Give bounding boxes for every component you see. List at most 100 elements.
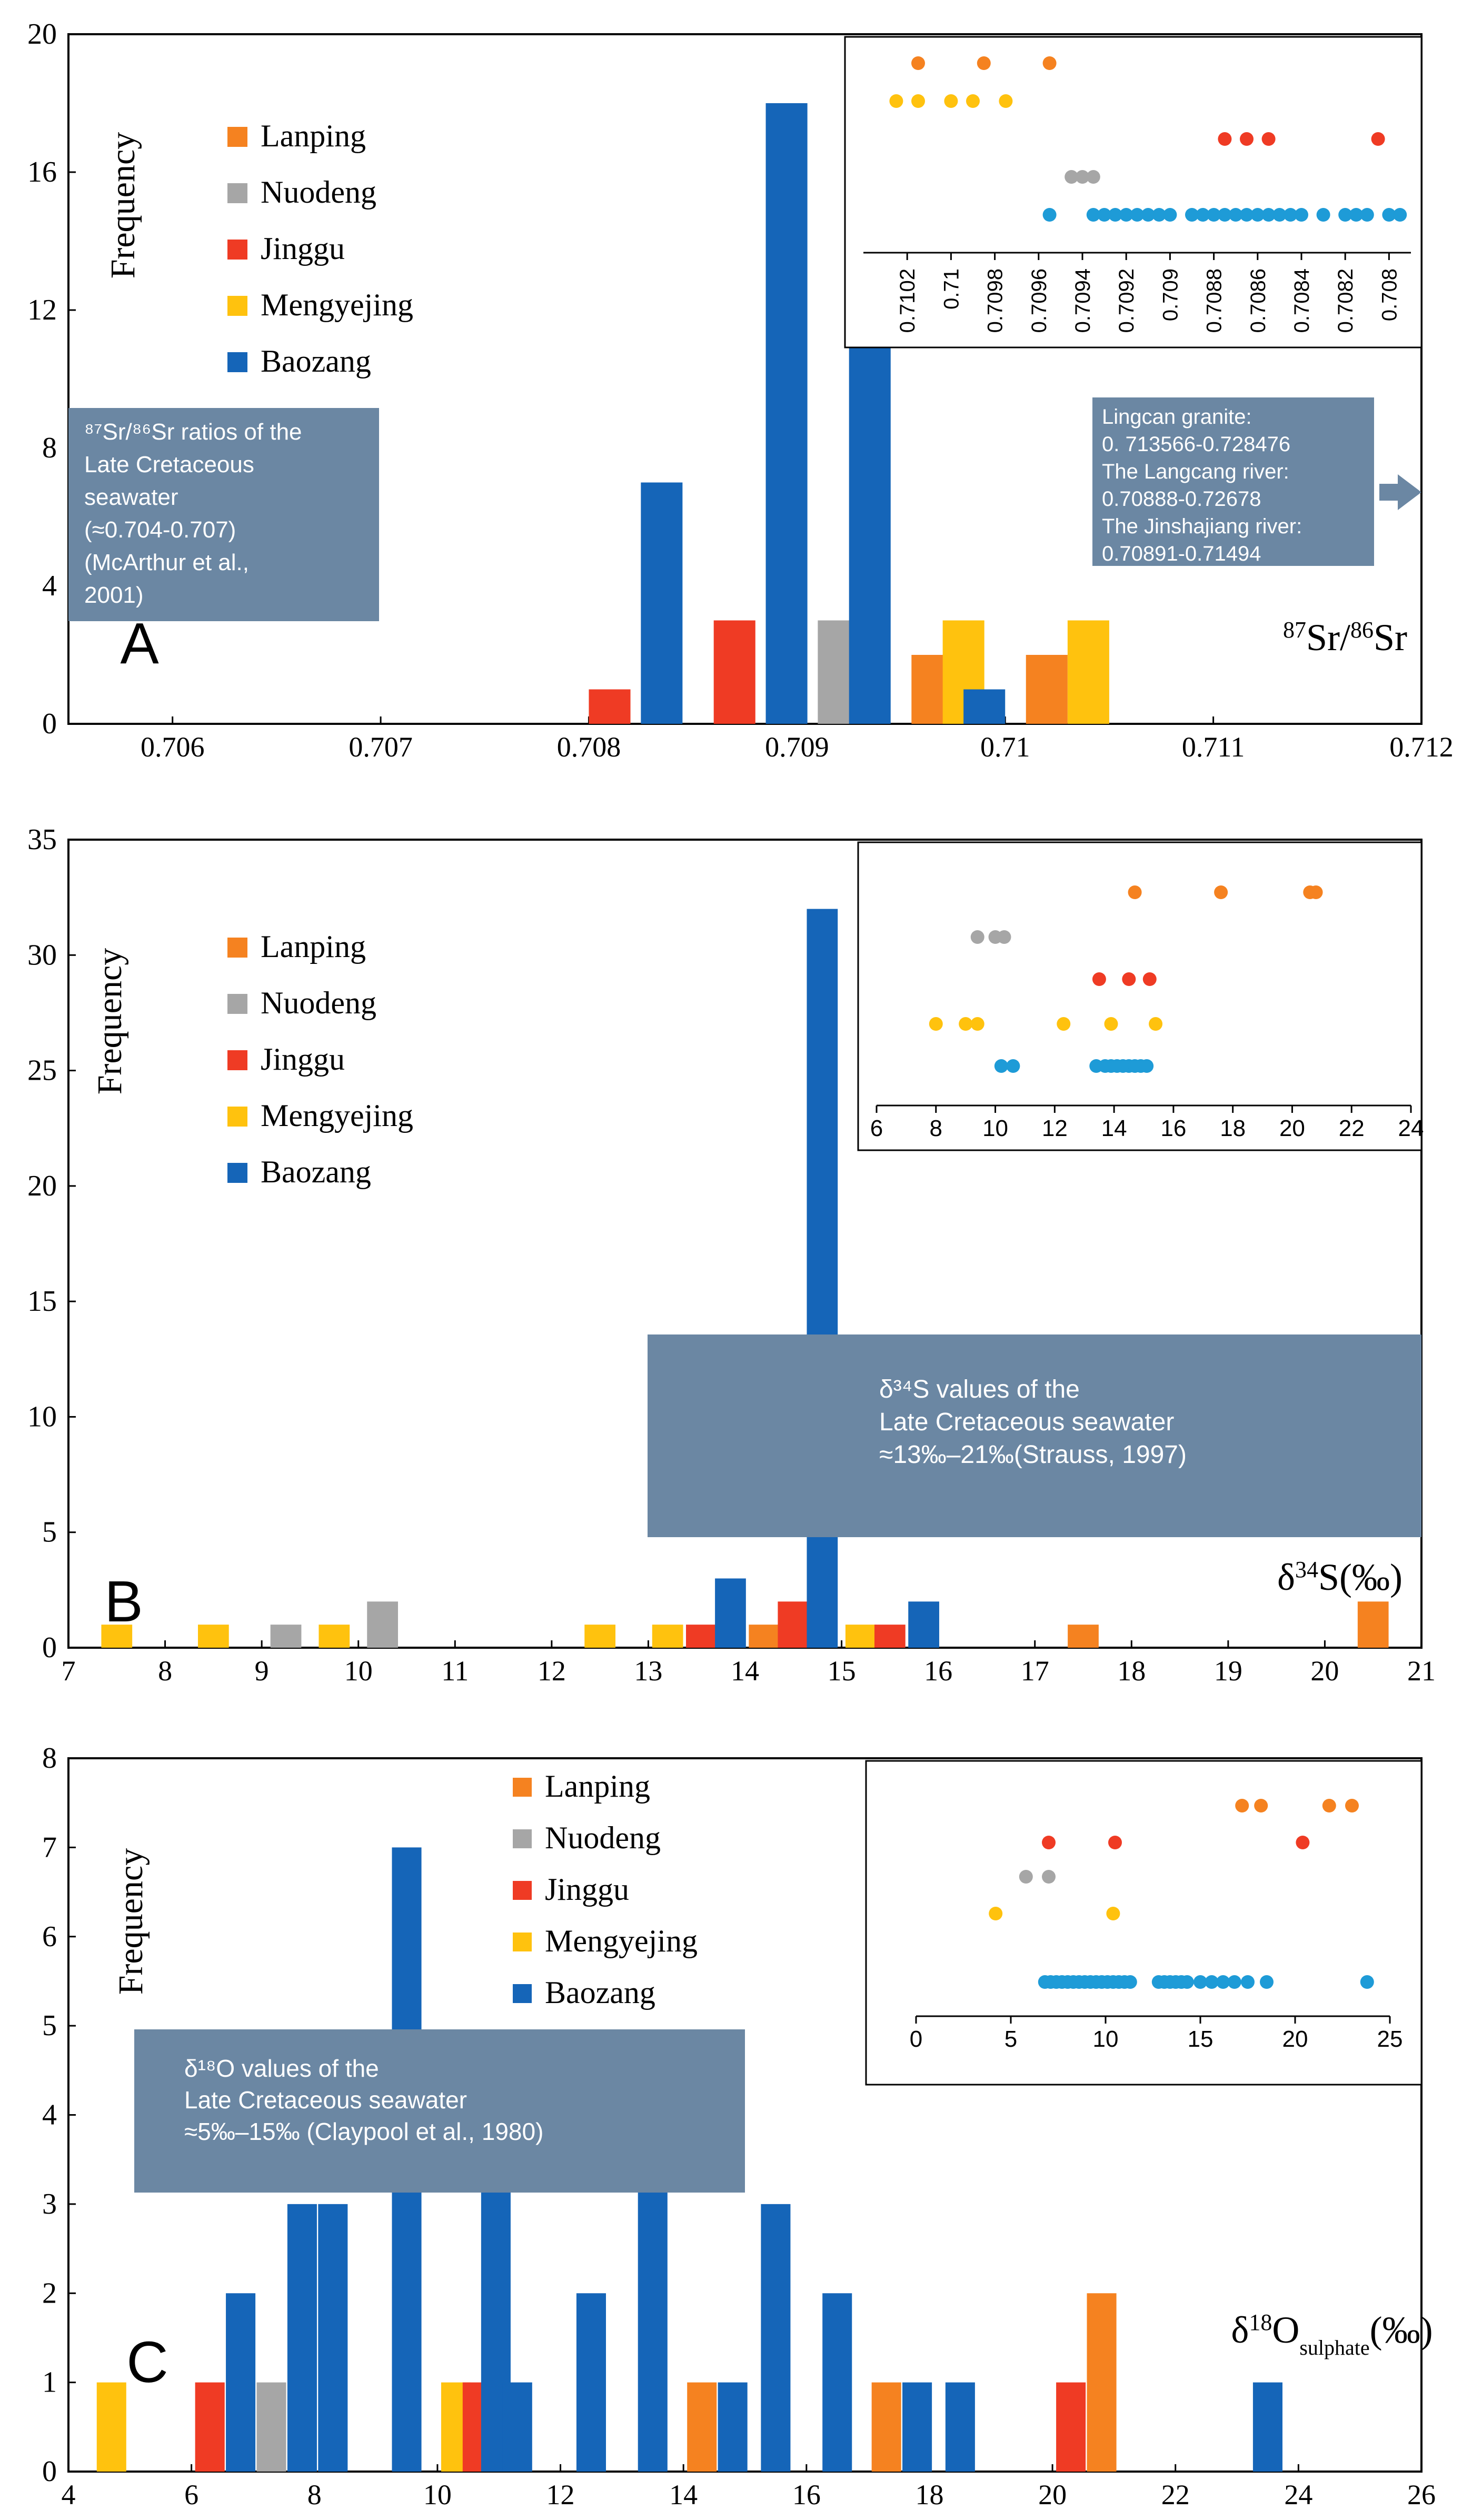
panel-b-xtick-label: 12 — [538, 1655, 566, 1687]
panel-c-legend-swatch-nuodeng — [513, 1829, 532, 1848]
panel-c-inset-tick-label: 15 — [1188, 2026, 1214, 2052]
panel-b-bar-mengyejing — [652, 1625, 683, 1648]
panel-a-inset-dot-lanping — [911, 56, 925, 70]
panel-a-callout-arrow — [1379, 474, 1421, 510]
panel-b-legend-label-nuodeng: Nuodeng — [261, 985, 376, 1020]
panel-c-ylabel: Frequency — [112, 1848, 150, 1995]
panel-b-callout-line: ≈13‰–21‰(Strauss, 1997) — [879, 1441, 1187, 1469]
panel-a-inset-dot-baozang — [1163, 208, 1177, 222]
panel-c-inset-dot-jinggu — [1108, 1836, 1122, 1849]
panel-c-bar-nuodeng — [256, 2382, 286, 2472]
panel-a-inset-tick-label: 0.7082 — [1334, 268, 1357, 333]
panel-c-legend-swatch-baozang — [513, 1984, 532, 2003]
panel-a-callout-box — [68, 408, 379, 621]
panel-a-callout-box — [1092, 397, 1374, 566]
panel-b-inset-dot-jinggu — [1142, 972, 1157, 986]
panel-b-ytick-label: 0 — [42, 1631, 57, 1664]
panel-a-ytick-label: 16 — [27, 156, 57, 188]
panel-b-callout-line: Late Cretaceous seawater — [879, 1408, 1174, 1436]
panel-a-bar-baozang — [963, 689, 1006, 724]
panel-c-xtick-label: 14 — [669, 2479, 698, 2511]
panel-b-bar-mengyejing — [319, 1625, 350, 1648]
panel-c-inset-dot-lanping — [1345, 1799, 1359, 1812]
panel-b-inset-dot-mengyejing — [1104, 1017, 1118, 1031]
panel-c-legend-label-nuodeng: Nuodeng — [545, 1820, 661, 1855]
panel-a-inset-dot-lanping — [1042, 56, 1057, 70]
panel-a-inset-tick-label: 0.7098 — [984, 268, 1007, 333]
panel-a-bar-baozang — [849, 344, 891, 724]
panel-b-xtick-label: 17 — [1021, 1655, 1049, 1687]
panel-a-inset-dot-baozang — [1196, 208, 1210, 222]
panel-c-callout-box — [134, 2029, 745, 2193]
panel-b-bar-mengyejing — [845, 1625, 877, 1648]
panel-b-bar-lanping — [1068, 1625, 1099, 1648]
panel-c-legend-swatch-jinggu — [513, 1881, 532, 1900]
panel-b-legend-swatch-lanping — [227, 938, 247, 958]
panel-a-legend-label-nuodeng: Nuodeng — [261, 175, 376, 210]
panel-b-inset-dot-mengyejing — [1057, 1017, 1071, 1031]
panel-b-xtick-label: 10 — [344, 1655, 373, 1687]
panel-a-inset-dot-baozang — [1382, 208, 1396, 222]
panel-a-inset-dot-baozang — [1250, 208, 1265, 222]
panel-b-legend-swatch-mengyejing — [227, 1107, 247, 1127]
panel-a-inset-dot-mengyejing — [889, 94, 903, 108]
panel-b-xlabel: δ34S(‰) — [1277, 1556, 1403, 1598]
panel-c-callout-line: Late Cretaceous seawater — [184, 2086, 467, 2114]
panel-b-inset-tick-label: 20 — [1279, 1115, 1305, 1141]
panel-a: 0 4 8 12 16 20 0.706 0.707 0.708 0.709 0.71 0.711 0.… — [27, 18, 1454, 763]
panel-c-inset-dot-baozang — [1180, 1975, 1194, 1989]
panel-a-legend-swatch-jinggu — [227, 240, 247, 260]
panel-b-bar-mengyejing — [584, 1625, 616, 1648]
panel-a-inset-dot-baozang — [1086, 208, 1100, 222]
panel-a-panel-label: A — [120, 611, 159, 676]
panel-a-inset-dot-baozang — [1393, 208, 1407, 222]
panel-b-inset-dot-jinggu — [1122, 972, 1136, 986]
panel-c-inset-dot-mengyejing — [1106, 1907, 1120, 1920]
panel-c-inset-dot-nuodeng — [1042, 1870, 1056, 1884]
panel-a-xtick-label: 0.708 — [557, 731, 621, 763]
panel-c-bar-jinggu — [1056, 2382, 1086, 2472]
panel-a-callout-line: Lingcan granite: — [1102, 405, 1252, 429]
panel-a-inset-tick-label: 0.709 — [1159, 268, 1182, 321]
panel-c-xtick-label: 26 — [1407, 2479, 1436, 2511]
panel-c-bar-baozang — [287, 2204, 317, 2472]
panel-c-xtick-label: 22 — [1161, 2479, 1190, 2511]
panel-c-callout-line: δ¹⁸O values of the — [184, 2055, 379, 2082]
panel-a-xtick-label: 0.711 — [1182, 731, 1245, 763]
panel-c-xtick-label: 4 — [62, 2479, 76, 2511]
panel-c-panel-label: C — [126, 2330, 168, 2395]
panel-a-inset-dot-jinggu — [1218, 132, 1232, 146]
panel-b-ylabel: Frequency — [91, 948, 129, 1095]
panel-b-inset-dot-mengyejing — [1149, 1017, 1163, 1031]
panel-a-legend-swatch-baozang — [227, 352, 247, 372]
panel-c-inset-tick-label: 20 — [1282, 2026, 1308, 2052]
panel-a-bar-baozang — [641, 482, 683, 724]
panel-b-xtick-label: 7 — [62, 1655, 76, 1687]
panel-a-ytick-label: 4 — [42, 570, 57, 602]
panel-c-ytick-label: 6 — [42, 1920, 57, 1953]
panel-c-xtick-label: 24 — [1284, 2479, 1312, 2511]
panel-c-bar-baozang — [576, 2293, 606, 2472]
panel-a-bar-mengyejing — [1067, 620, 1109, 724]
panel-a-legend-label-jinggu: Jinggu — [261, 231, 345, 266]
panel-a-xtick-label: 0.712 — [1389, 731, 1454, 763]
panel-a-callout-line: ⁸⁷Sr/⁸⁶Sr ratios of the — [84, 419, 302, 445]
panel-a-inset-dot-baozang — [1042, 208, 1057, 222]
panel-a-xlabel-tail: Sr — [1374, 616, 1407, 659]
panel-b-inset-dot-lanping — [1309, 885, 1323, 899]
panel-a-callout-line: 2001) — [84, 582, 144, 608]
panel-c-bar-jinggu — [195, 2382, 225, 2472]
panel-b-bar-baozang — [715, 1578, 746, 1648]
panel-a-inset-dot-jinggu — [1240, 132, 1254, 146]
panel-a-ytick-label: 12 — [27, 294, 57, 326]
panel-b-inset-tick-label: 22 — [1339, 1115, 1365, 1141]
panel-c-inset-dot-baozang — [1360, 1975, 1374, 1989]
panel-c-xlabel-sub: sulphate — [1299, 2336, 1369, 2359]
panel-b-inset-dot-mengyejing — [929, 1017, 943, 1031]
panel-a-inset-tick-label: 0.7102 — [896, 268, 919, 333]
panel-c-bar-baozang — [502, 2382, 532, 2472]
panel-a-inset-dot-mengyejing — [999, 94, 1013, 108]
panel-a-callout-line: The Jinshajiang river: — [1102, 515, 1302, 538]
panel-c-bar-mengyejing — [96, 2382, 126, 2472]
